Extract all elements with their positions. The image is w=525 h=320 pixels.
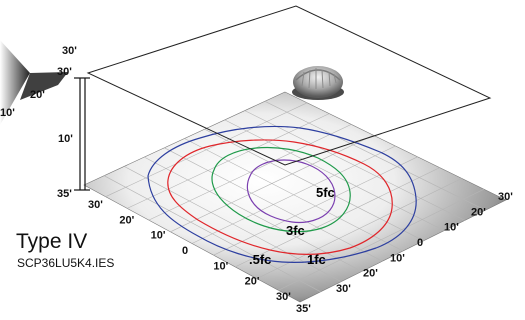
contour-label-1fc: 1fc	[307, 252, 326, 267]
back-panel-label-mid: 20'	[30, 89, 45, 101]
floor-plane	[83, 91, 507, 303]
mounting-plane	[86, 5, 492, 166]
right-axis-tick-label: 20'	[363, 268, 378, 280]
grid-line	[224, 119, 445, 231]
right-axis-tick-label: 0	[417, 237, 423, 249]
contour-1fc	[167, 139, 393, 255]
right-axis-tick-label: 30'	[498, 191, 513, 203]
back-panel-label-top: 30'	[62, 45, 77, 57]
contour-label-5fc: 5fc	[316, 185, 335, 200]
left-axis-end-label: 35'	[296, 303, 311, 315]
left-axis-tick-label: 10'	[213, 260, 228, 272]
height-ruler	[74, 77, 90, 191]
grid-line	[213, 156, 418, 256]
contour-label-3fc: 3fc	[286, 223, 305, 238]
right-axis-tick-label: 10'	[390, 252, 405, 264]
left-axis-tick-label: 20'	[119, 214, 134, 226]
right-axis-tick-label: 10'	[444, 222, 459, 234]
right-axis-tick-label: 30'	[336, 283, 351, 295]
left-axis-tick-label: 20'	[245, 276, 260, 288]
corner-label-lower: 35'	[57, 188, 72, 200]
left-axis-tick-label: 30'	[276, 291, 291, 303]
right-axis-tick-label: 20'	[471, 206, 486, 218]
contour-label-half-fc: .5fc	[249, 252, 271, 267]
left-axis-tick-label: 30'	[88, 199, 103, 211]
contour-3fc	[211, 146, 351, 233]
grid-line	[184, 138, 404, 252]
corner-label-upper: 30'	[57, 66, 72, 78]
ies-file-name: SCP36LU5K4.IES	[17, 256, 115, 270]
left-back-panel	[0, 40, 68, 125]
grid-line	[264, 101, 486, 211]
mounting-height-label: 10'	[58, 133, 73, 145]
back-panel-label-low: 10'	[0, 107, 15, 119]
distribution-type-title: Type IV	[16, 230, 88, 253]
left-axis-tick-label: 10'	[151, 230, 166, 242]
contour-half-fc	[147, 125, 417, 263]
left-axis-tick-label: 0	[182, 245, 188, 257]
grid-line	[278, 188, 485, 291]
grid-line	[244, 110, 465, 221]
right-axis-ticks: 30' 20' 10' 0 10' 20' 30'	[336, 191, 513, 295]
area-light-fixture-icon	[292, 66, 344, 100]
left-axis-ticks: 30' 20' 10' 0 10' 20' 30' 35'	[88, 199, 311, 315]
isofootcandle-contours	[147, 125, 417, 263]
contour-5fc	[246, 159, 336, 224]
